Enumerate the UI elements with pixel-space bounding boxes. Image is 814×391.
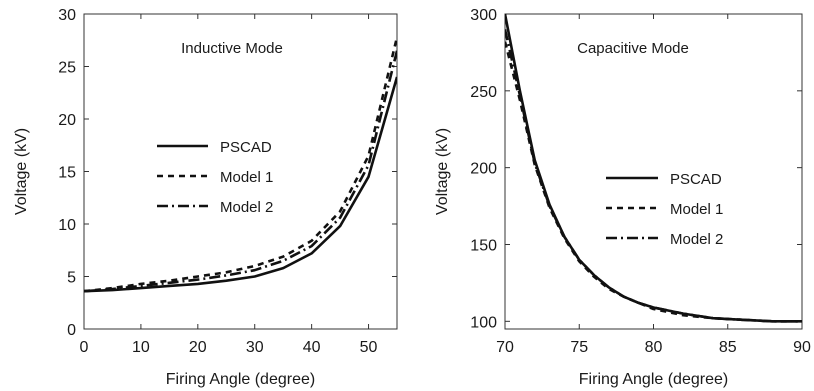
series-line-model-1 (505, 41, 802, 323)
series-line-model-1 (84, 36, 397, 293)
x-tick-label: 80 (645, 339, 663, 356)
y-tick-label: 200 (470, 161, 497, 178)
x-tick-label: 40 (303, 339, 321, 356)
y-tick-label: 150 (470, 237, 497, 254)
mode-label: Inductive Mode (181, 40, 283, 57)
y-tick-label: 5 (67, 270, 76, 287)
legend-label: PSCAD (670, 171, 722, 188)
x-tick-label: 0 (80, 339, 89, 356)
chart-1: 0 10 20 30 40 50 0 5 10 15 20 25 30 Firing Angle (deg… (13, 7, 398, 388)
series-line-model-2 (505, 29, 802, 323)
x-tick-label: 90 (793, 339, 811, 356)
x-tick-label: 10 (132, 339, 150, 356)
x-tick-label: 75 (570, 339, 588, 356)
series-line-model-2 (84, 50, 397, 293)
y-tick-label: 25 (58, 60, 76, 77)
x-tick-label: 70 (496, 339, 514, 356)
legend-label: Model 2 (670, 231, 723, 248)
x-axis-label: Firing Angle (degree) (166, 371, 315, 388)
legend-label: Model 1 (220, 169, 273, 186)
x-tick-label: 50 (360, 339, 378, 356)
y-axis-label: Voltage (kV) (434, 128, 451, 215)
y-tick-label: 100 (470, 314, 497, 331)
series-line-pscad (84, 76, 397, 293)
y-tick-label: 250 (470, 84, 497, 101)
series-line-pscad (505, 14, 802, 323)
y-tick-label: 0 (67, 322, 76, 339)
y-tick-label: 20 (58, 112, 76, 129)
x-tick-label: 20 (189, 339, 207, 356)
y-tick-label: 10 (58, 217, 76, 234)
y-axis-label: Voltage (kV) (13, 128, 30, 215)
legend-label: Model 1 (670, 201, 723, 218)
x-axis-label: Firing Angle (degree) (579, 371, 728, 388)
y-tick-label: 30 (58, 7, 76, 24)
mode-label: Capacitive Mode (577, 40, 689, 57)
y-tick-label: 300 (470, 7, 497, 24)
y-tick-label: 15 (58, 165, 76, 182)
legend-label: Model 2 (220, 199, 273, 216)
plot-frame (504, 13, 803, 330)
x-tick-label: 85 (719, 339, 737, 356)
chart-2: 70 75 80 85 90 100 150 200 250 300 Firing Angle (d… (434, 7, 811, 388)
x-tick-label: 30 (246, 339, 264, 356)
legend-label: PSCAD (220, 139, 272, 156)
